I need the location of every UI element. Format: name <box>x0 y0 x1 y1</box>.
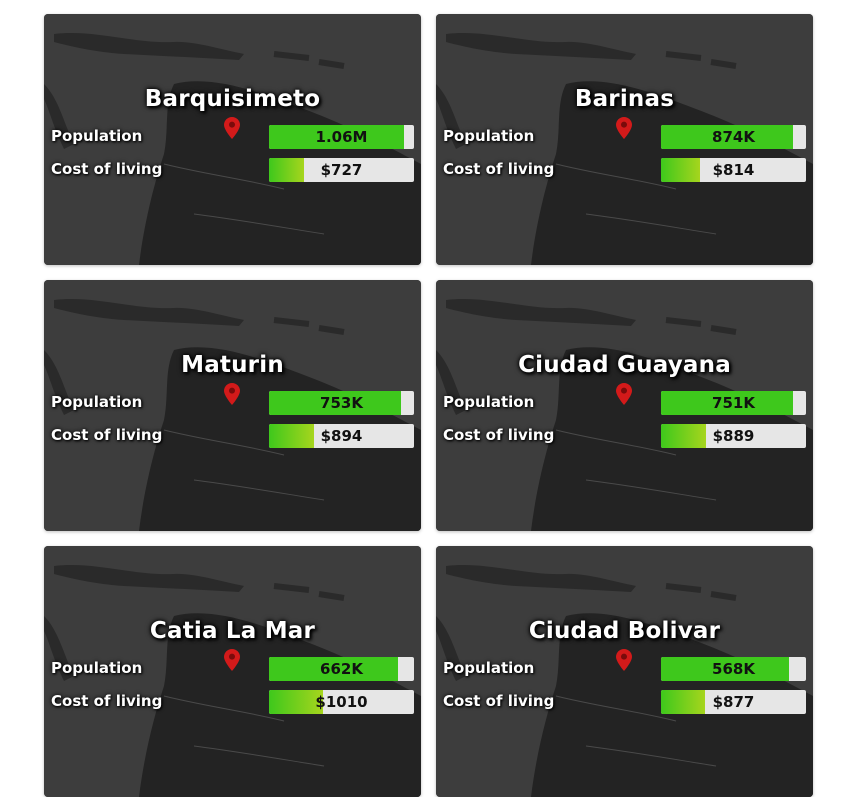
cost-of-living-bar: $814 <box>661 158 806 182</box>
map-pin-icon <box>616 383 632 405</box>
city-card-barquisimeto[interactable]: Barquisimeto Population Cost of living 1… <box>44 14 421 265</box>
city-card-maturin[interactable]: Maturin Population Cost of living 753K $… <box>44 280 421 531</box>
cost-of-living-bar: $1010 <box>269 690 414 714</box>
city-name: Maturin <box>181 352 284 378</box>
cost-of-living-bar: $727 <box>269 158 414 182</box>
city-name: Catia La Mar <box>149 618 316 644</box>
cost-of-living-bar: $894 <box>269 424 414 448</box>
population-bar-fill <box>269 657 399 681</box>
population-value: 753K <box>320 394 363 412</box>
cost-of-living-bar-fill <box>661 424 706 448</box>
cost-of-living-label: Cost of living <box>51 692 163 710</box>
map-background <box>44 280 421 531</box>
city-card-ciudad-bolivar[interactable]: Ciudad Bolivar Population Cost of living… <box>436 546 813 797</box>
cost-of-living-value: $727 <box>320 161 363 179</box>
population-bar: 874K <box>661 125 806 149</box>
city-card-grid: Barquisimeto Population Cost of living 1… <box>44 14 813 797</box>
cost-of-living-bar: $889 <box>661 424 806 448</box>
population-value: 568K <box>712 660 755 678</box>
cost-of-living-label: Cost of living <box>443 426 555 444</box>
population-bar: 1.06M <box>269 125 414 149</box>
population-bar: 662K <box>269 657 414 681</box>
map-pin-icon <box>616 649 632 671</box>
city-name: Barinas <box>574 86 675 112</box>
city-card-ciudad-guayana[interactable]: Ciudad Guayana Population Cost of living… <box>436 280 813 531</box>
population-bar-fill <box>269 391 401 415</box>
map-pin-icon <box>224 117 240 139</box>
population-bar: 751K <box>661 391 806 415</box>
population-bar-fill <box>661 657 789 681</box>
cost-of-living-label: Cost of living <box>443 160 555 178</box>
cost-of-living-bar-fill <box>661 158 701 182</box>
cost-of-living-value: $877 <box>712 693 755 711</box>
population-value: 751K <box>712 394 755 412</box>
city-card-barinas[interactable]: Barinas Population Cost of living 874K $… <box>436 14 813 265</box>
population-bar-fill <box>661 391 793 415</box>
cost-of-living-bar-fill <box>269 424 314 448</box>
cost-of-living-value: $894 <box>320 427 363 445</box>
cost-of-living-label: Cost of living <box>51 426 163 444</box>
cost-of-living-value: $889 <box>712 427 755 445</box>
population-value: 662K <box>320 660 363 678</box>
population-bar-fill <box>661 125 793 149</box>
population-bar-fill <box>269 125 404 149</box>
city-name: Barquisimeto <box>144 86 321 112</box>
cost-of-living-bar-fill <box>661 690 705 714</box>
population-label: Population <box>443 659 535 677</box>
population-label: Population <box>443 393 535 411</box>
population-label: Population <box>51 127 143 145</box>
cost-of-living-label: Cost of living <box>443 692 555 710</box>
population-value: 874K <box>712 128 755 146</box>
population-label: Population <box>51 393 143 411</box>
map-pin-icon <box>224 649 240 671</box>
population-label: Population <box>443 127 535 145</box>
population-bar: 568K <box>661 657 806 681</box>
cost-of-living-bar-fill <box>269 158 304 182</box>
map-pin-icon <box>224 383 240 405</box>
cost-of-living-value: $814 <box>712 161 755 179</box>
map-pin-icon <box>616 117 632 139</box>
cost-of-living-bar-fill <box>269 690 323 714</box>
city-card-catia-la-mar[interactable]: Catia La Mar Population Cost of living 6… <box>44 546 421 797</box>
cost-of-living-label: Cost of living <box>51 160 163 178</box>
city-name: Ciudad Guayana <box>518 352 731 378</box>
population-label: Population <box>51 659 143 677</box>
population-value: 1.06M <box>315 128 368 146</box>
cost-of-living-value: $1010 <box>315 693 368 711</box>
city-name: Ciudad Bolivar <box>528 618 721 644</box>
cost-of-living-bar: $877 <box>661 690 806 714</box>
population-bar: 753K <box>269 391 414 415</box>
